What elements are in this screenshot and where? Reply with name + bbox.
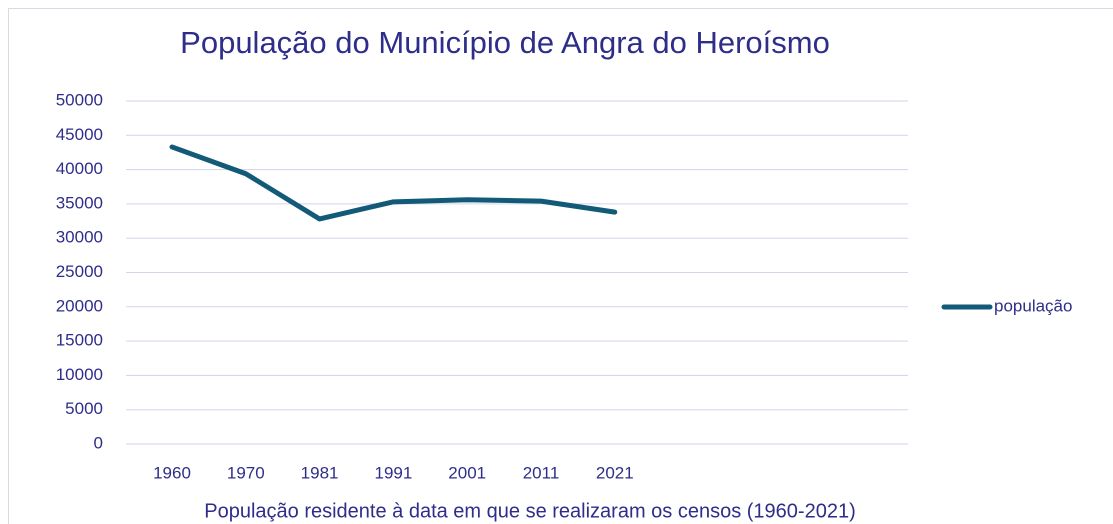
y-tick-label: 50000 (56, 90, 103, 109)
y-tick-label: 25000 (56, 262, 103, 281)
y-tick-label: 45000 (56, 125, 103, 144)
x-tick-label: 2021 (596, 463, 634, 482)
y-tick-label: 5000 (65, 399, 103, 418)
y-tick-label: 40000 (56, 159, 103, 178)
data-line (169, 144, 618, 222)
x-tick-label: 1960 (153, 463, 191, 482)
y-tick-label: 30000 (56, 228, 103, 247)
chart-title: População do Município de Angra do Heroí… (180, 25, 830, 60)
legend-label: população (994, 296, 1072, 315)
x-tick-label: 1981 (301, 463, 339, 482)
x-tick-label: 2011 (523, 463, 560, 482)
y-tick-label: 0 (94, 433, 103, 452)
x-tick-label: 1991 (374, 463, 412, 482)
y-tick-label: 35000 (56, 193, 103, 212)
chart-border (8, 8, 1113, 524)
x-tick-label: 2001 (448, 463, 486, 482)
x-tick-label: 1970 (227, 463, 265, 482)
y-tick-label: 10000 (56, 365, 103, 384)
y-tick-label: 15000 (56, 331, 103, 350)
y-tick-label: 20000 (56, 296, 103, 315)
x-axis-label: População residente à data em que se rea… (204, 500, 856, 522)
